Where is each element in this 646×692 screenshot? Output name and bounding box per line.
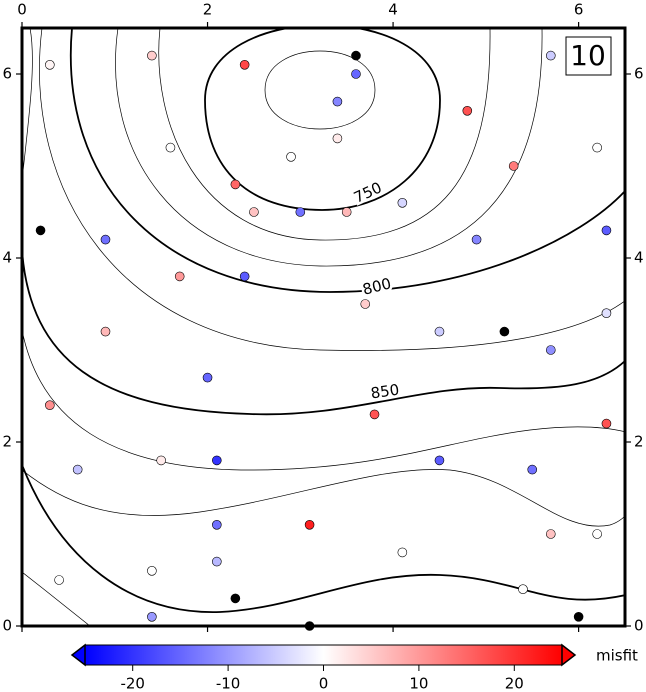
colorbar-tick-label: 20 bbox=[505, 675, 524, 692]
data-point bbox=[230, 179, 241, 190]
contour-line bbox=[264, 50, 376, 130]
y-tick-label: 2 bbox=[634, 433, 644, 451]
contour-line bbox=[39, 28, 625, 351]
colorbar bbox=[84, 644, 563, 666]
annotation: 10 bbox=[570, 39, 606, 72]
data-point bbox=[202, 372, 213, 383]
data-point bbox=[147, 565, 157, 576]
data-point bbox=[499, 326, 510, 337]
data-point bbox=[332, 96, 343, 107]
y-tick-label: 2 bbox=[2, 433, 12, 451]
data-point bbox=[100, 326, 111, 337]
data-point bbox=[45, 400, 55, 411]
colorbar-label: misfit bbox=[596, 647, 638, 665]
data-point bbox=[527, 464, 538, 475]
colorbar-tick-label: -20 bbox=[120, 675, 145, 692]
contour-line bbox=[158, 28, 491, 241]
data-point bbox=[147, 50, 157, 61]
data-point bbox=[341, 207, 352, 217]
data-point bbox=[239, 271, 250, 282]
data-point bbox=[174, 271, 185, 282]
data-point bbox=[72, 464, 83, 475]
data-point bbox=[471, 234, 482, 245]
data-point bbox=[286, 152, 296, 162]
contour-line bbox=[22, 464, 625, 613]
contour-line bbox=[204, 28, 441, 211]
y-tick-label: 0 bbox=[634, 617, 644, 635]
data-point bbox=[462, 106, 473, 116]
data-point bbox=[249, 207, 259, 217]
data-point bbox=[230, 593, 241, 604]
colorbar-extension bbox=[70, 643, 86, 667]
data-point bbox=[212, 455, 222, 466]
data-point bbox=[212, 519, 222, 530]
data-point bbox=[397, 547, 408, 558]
data-point bbox=[212, 556, 222, 567]
data-point bbox=[100, 234, 111, 245]
contour-label: 800 bbox=[361, 274, 393, 298]
frame bbox=[20, 26, 627, 628]
data-point bbox=[397, 198, 408, 208]
data-point bbox=[545, 345, 556, 355]
x-tick-label: 0 bbox=[17, 1, 27, 19]
colorbar-tick-label: 10 bbox=[409, 675, 428, 692]
x-tick-label: 2 bbox=[203, 1, 213, 19]
x-tick-label: 4 bbox=[388, 1, 398, 19]
y-tick-label: 4 bbox=[2, 249, 12, 267]
data-point bbox=[592, 142, 602, 153]
annotation-box bbox=[565, 36, 612, 76]
data-point bbox=[332, 133, 343, 144]
contour-line bbox=[22, 28, 33, 181]
data-point bbox=[165, 142, 176, 153]
data-point bbox=[351, 69, 361, 79]
contour-line bbox=[69, 28, 625, 293]
data-point bbox=[518, 584, 528, 595]
data-point bbox=[601, 418, 612, 429]
contour-line bbox=[22, 249, 625, 416]
contour-line bbox=[115, 28, 543, 267]
contour-line bbox=[22, 469, 625, 527]
data-point bbox=[508, 161, 519, 171]
colorbar-extension bbox=[561, 643, 577, 667]
data-point bbox=[351, 50, 361, 61]
contours bbox=[22, 28, 625, 626]
data-point bbox=[295, 207, 306, 217]
data-point bbox=[360, 299, 371, 309]
colorbar-tick-label: -10 bbox=[216, 675, 241, 692]
colorbar-tick-label: 0 bbox=[319, 675, 329, 692]
data-point bbox=[156, 455, 166, 466]
data-point bbox=[239, 60, 250, 70]
data-point bbox=[45, 60, 55, 70]
data-point bbox=[601, 308, 612, 319]
data-point bbox=[434, 326, 445, 337]
y-tick-label: 6 bbox=[2, 65, 12, 83]
data-point bbox=[601, 225, 612, 236]
x-tick-label: 6 bbox=[574, 1, 584, 19]
y-tick-label: 4 bbox=[634, 249, 644, 267]
contour-line bbox=[22, 571, 91, 626]
data-point bbox=[54, 575, 64, 585]
data-point bbox=[573, 611, 584, 622]
data-point bbox=[545, 50, 556, 61]
y-tick-label: 6 bbox=[634, 65, 644, 83]
data-point bbox=[434, 455, 445, 466]
y-tick-label: 0 bbox=[2, 617, 12, 635]
data-point bbox=[35, 225, 46, 236]
points bbox=[35, 50, 612, 631]
contour-line bbox=[22, 329, 625, 471]
data-point bbox=[147, 611, 157, 622]
data-point bbox=[369, 409, 380, 420]
data-point bbox=[592, 529, 602, 539]
data-point bbox=[304, 519, 315, 530]
data-point bbox=[545, 529, 556, 539]
